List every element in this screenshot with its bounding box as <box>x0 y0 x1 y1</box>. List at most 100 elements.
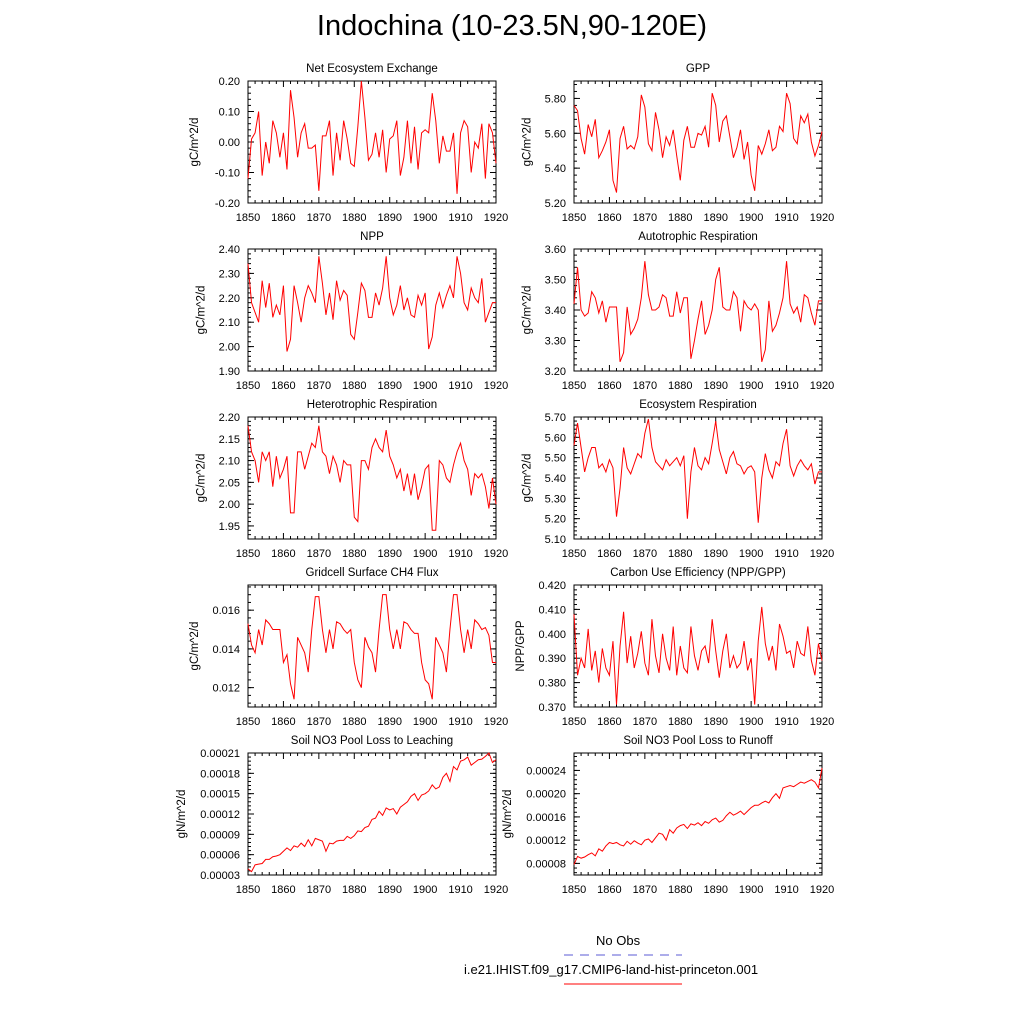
x-tick-label: 1910 <box>448 548 472 560</box>
x-tick-label: 1910 <box>774 548 798 560</box>
panel-net-ecosystem-exchange: Net Ecosystem Exchange 1850 1860 1870 1880 18… <box>189 63 508 224</box>
x-tick-label: 1920 <box>484 884 508 896</box>
x-tick-label: 1910 <box>448 380 472 392</box>
plot-frame <box>247 752 497 876</box>
y-axis-label: gC/m^2/d <box>189 118 201 167</box>
x-tick-label: 1880 <box>668 716 692 728</box>
y-axis-label: NPP/GPP <box>515 620 527 671</box>
y-tick-label: 0.20 <box>219 76 240 88</box>
x-tick-label: 1880 <box>342 716 366 728</box>
x-tick-label: 1850 <box>236 716 260 728</box>
x-tick-label: 1880 <box>342 548 366 560</box>
x-tick-label: 1870 <box>307 716 331 728</box>
x-tick-label: 1880 <box>342 380 366 392</box>
y-tick-label: 0.00024 <box>526 765 566 777</box>
x-tick-label: 1890 <box>377 212 401 224</box>
y-tick-label: 0.410 <box>538 604 566 616</box>
x-tick-label: 1900 <box>413 380 437 392</box>
y-tick-label: 0.00006 <box>200 850 240 862</box>
x-tick-label: 1920 <box>484 716 508 728</box>
x-tick-label: 1860 <box>271 380 295 392</box>
x-tick-label: 1900 <box>739 716 763 728</box>
x-tick-label: 1910 <box>774 716 798 728</box>
x-tick-label: 1880 <box>668 884 692 896</box>
x-tick-label: 1910 <box>774 884 798 896</box>
panel-carbon-use-efficiency-npp-gpp: Carbon Use Efficiency (NPP/GPP) 1850 1860 1… <box>515 567 834 728</box>
series-line <box>573 768 823 865</box>
chart-title: GPP <box>686 63 711 75</box>
x-tick-label: 1860 <box>271 212 295 224</box>
y-tick-label: 3.30 <box>545 336 566 348</box>
y-axis-label: gC/m^2/d <box>521 286 533 335</box>
y-tick-label: 2.20 <box>219 412 240 424</box>
x-tick-label: 1910 <box>774 212 798 224</box>
y-tick-label: 5.50 <box>545 453 566 465</box>
chart-title: Gridcell Surface CH4 Flux <box>306 567 439 579</box>
y-tick-label: 0.00021 <box>200 748 240 760</box>
x-tick-label: 1850 <box>562 380 586 392</box>
x-tick-label: 1870 <box>633 380 657 392</box>
y-tick-label: 5.10 <box>545 534 566 546</box>
x-tick-label: 1920 <box>484 212 508 224</box>
x-tick-label: 1890 <box>703 884 727 896</box>
panel-soil-no3-pool-loss-to-leaching: Soil NO3 Pool Loss to Leaching 1850 1860 18… <box>176 735 508 896</box>
x-tick-label: 1850 <box>236 212 260 224</box>
x-tick-label: 1900 <box>739 884 763 896</box>
y-tick-label: 0.012 <box>212 683 240 695</box>
x-tick-label: 1900 <box>739 212 763 224</box>
series-line <box>573 418 822 523</box>
series-line <box>247 425 497 531</box>
x-tick-label: 1900 <box>413 548 437 560</box>
x-tick-label: 1900 <box>739 548 763 560</box>
x-tick-label: 1860 <box>597 548 621 560</box>
x-tick-label: 1880 <box>668 380 692 392</box>
y-tick-label: 5.30 <box>545 493 566 505</box>
y-tick-label: 5.20 <box>545 198 566 210</box>
x-tick-label: 1870 <box>633 212 657 224</box>
x-tick-label: 1910 <box>448 884 472 896</box>
x-tick-label: 1850 <box>236 884 260 896</box>
x-tick-label: 1920 <box>484 548 508 560</box>
x-tick-label: 1890 <box>703 548 727 560</box>
chart-title: Soil NO3 Pool Loss to Leaching <box>291 735 453 747</box>
series-line <box>247 752 497 873</box>
x-tick-label: 1850 <box>236 380 260 392</box>
x-tick-label: 1870 <box>307 380 331 392</box>
y-tick-label: 0.10 <box>219 107 240 119</box>
x-tick-label: 1880 <box>342 884 366 896</box>
plot-frame <box>247 80 497 204</box>
y-tick-label: 0.380 <box>538 678 566 690</box>
y-tick-label: 0.00012 <box>200 809 240 821</box>
y-tick-label: 0.00 <box>219 137 240 149</box>
y-tick-label: 0.400 <box>538 629 566 641</box>
y-tick-label: 0.390 <box>538 653 566 665</box>
x-tick-label: 1910 <box>448 212 472 224</box>
y-tick-label: 2.10 <box>219 456 240 468</box>
x-tick-label: 1870 <box>307 212 331 224</box>
y-tick-label: 5.20 <box>545 514 566 526</box>
chart-title: Autotrophic Respiration <box>638 231 758 243</box>
x-tick-label: 1870 <box>633 716 657 728</box>
chart-title: Carbon Use Efficiency (NPP/GPP) <box>610 567 786 579</box>
y-tick-label: 0.00018 <box>200 768 240 780</box>
chart-title: Heterotrophic Respiration <box>307 399 437 411</box>
x-tick-label: 1850 <box>562 716 586 728</box>
x-tick-label: 1890 <box>377 380 401 392</box>
x-tick-label: 1900 <box>413 716 437 728</box>
x-tick-label: 1890 <box>703 212 727 224</box>
y-tick-label: 2.00 <box>219 499 240 511</box>
series-line <box>247 256 496 352</box>
x-tick-label: 1920 <box>810 212 834 224</box>
chart-title: NPP <box>360 231 384 243</box>
plot-frame <box>573 752 823 876</box>
x-tick-label: 1910 <box>448 716 472 728</box>
y-tick-label: 5.60 <box>545 432 566 444</box>
x-tick-label: 1880 <box>342 212 366 224</box>
y-tick-label: 2.15 <box>219 434 240 446</box>
x-tick-label: 1860 <box>271 884 295 896</box>
x-tick-label: 1850 <box>562 212 586 224</box>
panel-gpp: GPP 1850 1860 1870 1880 1890 1900 1910 1920 5.20 5… <box>521 63 834 224</box>
x-tick-label: 1860 <box>271 716 295 728</box>
y-tick-label: 0.370 <box>538 702 566 714</box>
